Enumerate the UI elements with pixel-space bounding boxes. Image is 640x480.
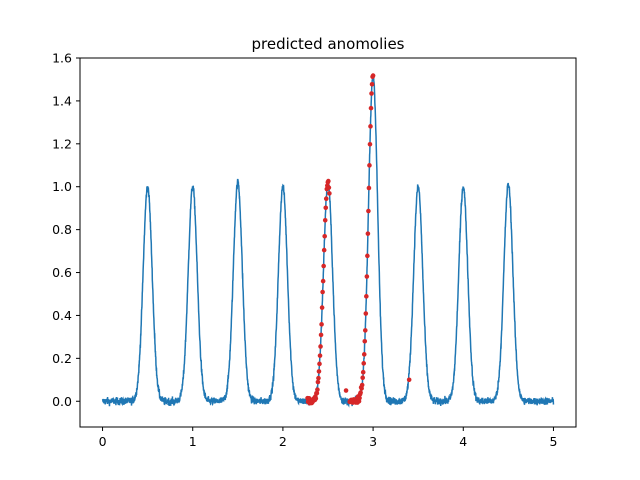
anomaly-point	[316, 375, 321, 381]
anomaly-point	[364, 274, 370, 279]
anomaly-point	[343, 388, 349, 393]
x-tick-label: 3	[369, 434, 377, 449]
y-tick-label: 1.6	[52, 51, 72, 66]
anomaly-point	[317, 353, 323, 358]
anomaly-point	[320, 278, 326, 284]
anomaly-point	[406, 377, 412, 383]
y-tick-label: 0.2	[52, 351, 72, 366]
y-tick-label: 0.4	[52, 308, 72, 323]
y-tick-label: 0.6	[52, 265, 72, 280]
anomaly-point	[321, 263, 326, 269]
anomaly-point	[365, 231, 371, 236]
x-tick-label: 4	[459, 434, 467, 449]
x-tick-label: 2	[279, 434, 287, 449]
anomaly-point	[326, 178, 331, 184]
anomaly-point	[359, 382, 365, 388]
anomaly-point	[317, 361, 322, 367]
anomaly-point	[362, 338, 368, 344]
anomaly-point	[318, 332, 324, 338]
anomaly-point	[322, 233, 328, 239]
anomaly-point	[319, 322, 324, 327]
anomaly-point	[369, 81, 375, 87]
chart-title: predicted anomolies	[252, 35, 405, 53]
x-tick-label: 5	[549, 434, 557, 449]
anomaly-point	[366, 208, 371, 214]
anomaly-point	[315, 387, 320, 392]
y-tick-label: 0.0	[52, 394, 72, 409]
x-tick-label: 0	[99, 434, 107, 449]
anomaly-point	[364, 294, 369, 299]
anomaly-point	[357, 395, 362, 401]
anomaly-point	[318, 344, 323, 349]
anomaly-point	[361, 352, 367, 357]
anomaly-point	[360, 369, 366, 375]
anomaly-point	[321, 247, 327, 253]
anomaly-point	[361, 361, 367, 366]
y-tick-label: 1.2	[52, 136, 72, 151]
anomaly-point	[323, 196, 329, 202]
anomaly-point	[314, 390, 320, 396]
anomaly-point	[363, 311, 369, 316]
anomaly-point	[366, 185, 372, 191]
anomaly-point	[315, 379, 321, 385]
anomaly-point	[369, 91, 374, 96]
anomaly-point	[368, 105, 374, 111]
anomaly-point	[358, 390, 363, 395]
anomaly-point	[368, 124, 373, 129]
anomaly-point	[362, 328, 368, 333]
plot-frame	[79, 57, 577, 428]
anomaly-point	[367, 163, 372, 168]
y-tick-label: 0.8	[52, 222, 72, 237]
anomaly-point	[326, 185, 332, 190]
y-tick-label: 1.0	[52, 179, 72, 194]
anomaly-point	[319, 305, 325, 310]
y-tick-label: 1.4	[52, 93, 72, 108]
anomaly-point	[370, 73, 376, 78]
anomaly-point	[323, 205, 329, 211]
anomaly-point	[322, 217, 328, 223]
anomaly-point	[365, 253, 370, 259]
anomaly-point	[313, 396, 319, 401]
anomaly-point	[360, 375, 365, 381]
anomaly-point	[320, 289, 325, 295]
x-tick-label: 1	[189, 434, 197, 449]
anomaly-point	[316, 369, 322, 374]
anomaly-point	[327, 191, 332, 196]
anomaly-point	[367, 141, 373, 147]
